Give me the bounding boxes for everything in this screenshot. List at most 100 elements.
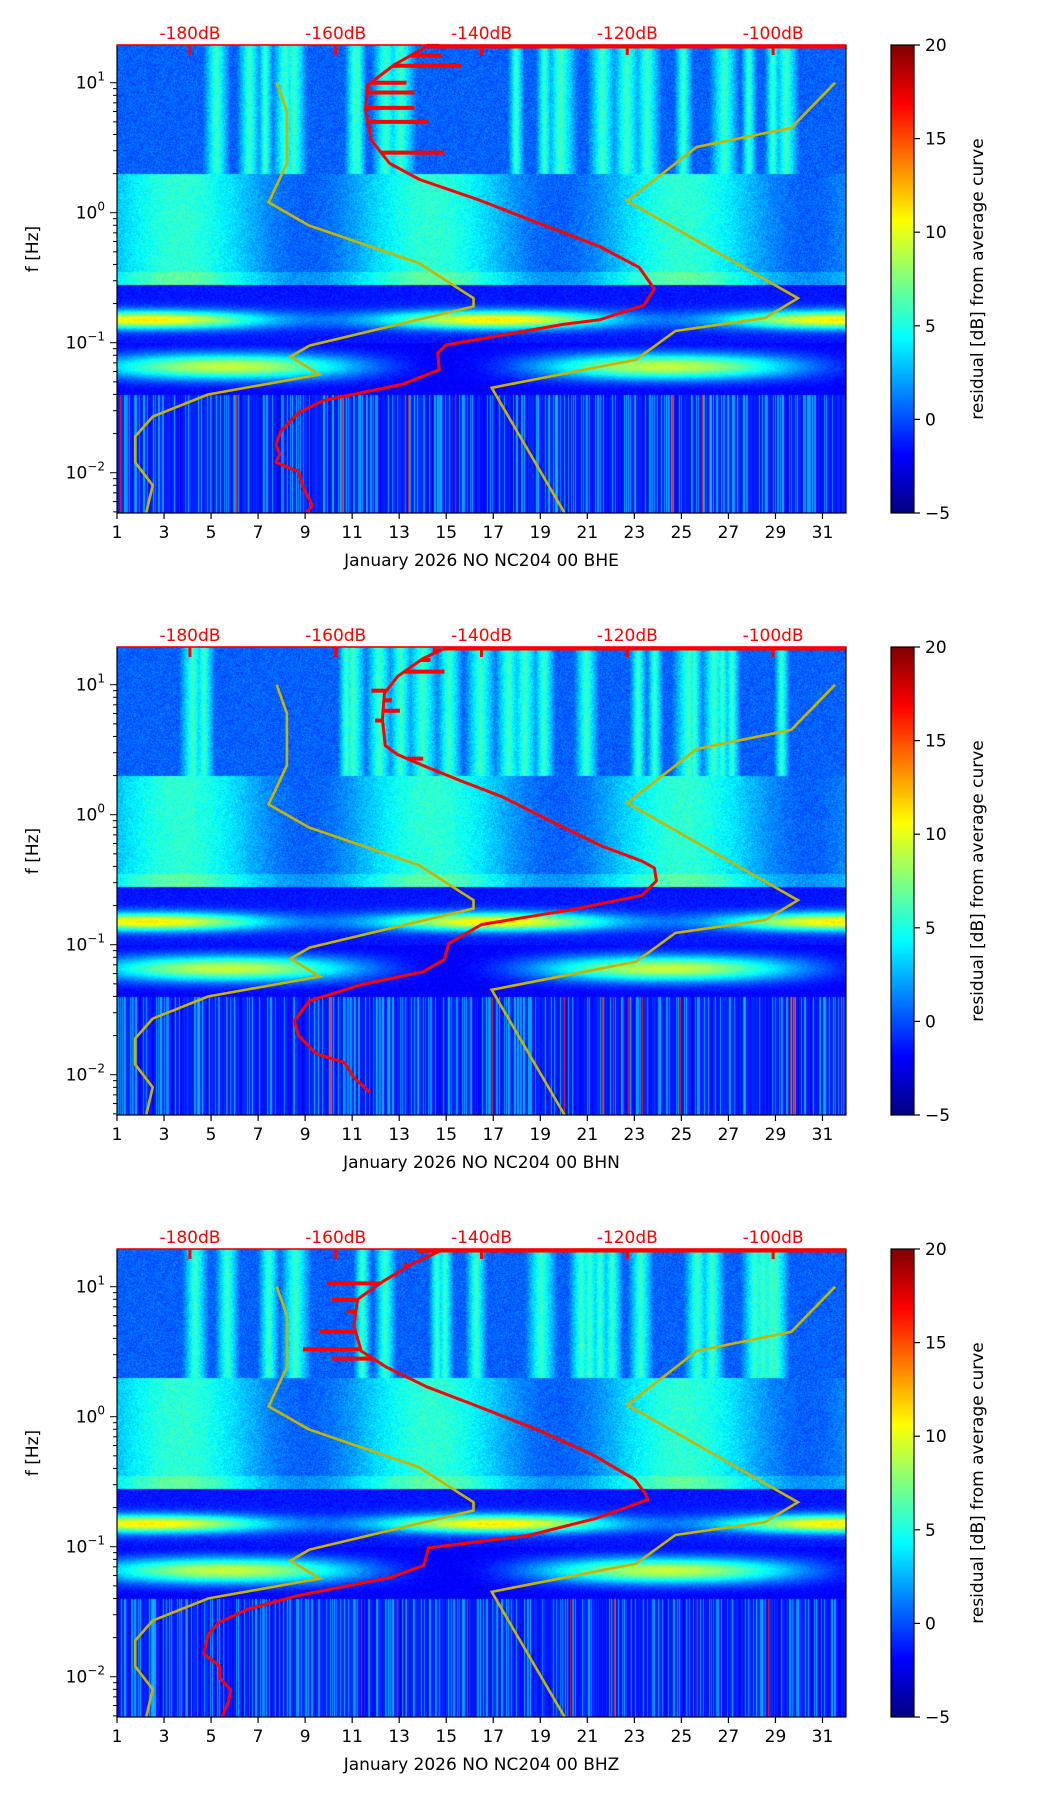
y-tick-label: 101 (76, 672, 105, 696)
x-tick-label: 23 (624, 1125, 646, 1145)
colorbar-frame (890, 646, 915, 1116)
spectrogram-heatmap (117, 45, 846, 513)
colorbar-tick-label: 0 (925, 410, 936, 430)
colorbar-label: residual [dB] from average curve (968, 1342, 988, 1623)
x-tick-label: 19 (529, 1727, 551, 1747)
median-psd-curve (202, 1249, 650, 1717)
colorbar-tick-label: 0 (925, 1012, 936, 1032)
x-tick-label: 21 (577, 1727, 599, 1747)
x-tick-label: 19 (529, 523, 551, 543)
panel-bhe: -180dB -160dB -140dB -120dB -100dB 1 3 5 7 9 11 13 1… (0, 0, 1052, 600)
db-tick-label: -160dB (305, 24, 366, 44)
x-tick-label: 15 (435, 1727, 457, 1747)
colorbar-tick-label: 15 (925, 1334, 947, 1354)
x-tick-label: 13 (388, 1125, 410, 1145)
db-tick-label: -140dB (451, 1228, 512, 1248)
x-tick-label: 15 (435, 523, 457, 543)
db-tick-label: -180dB (159, 24, 220, 44)
colorbar-frame (890, 44, 915, 514)
panel-bhn: -180dB -160dB -140dB -120dB -100dB 1 3 5 7 9 11 13 1… (0, 0, 1052, 1173)
colorbar-tick-label: 10 (925, 1427, 947, 1447)
x-tick-label: 29 (765, 523, 787, 543)
x-tick-label: 11 (341, 1125, 363, 1145)
x-tick-label: 29 (765, 1125, 787, 1145)
x-tick-label: 25 (671, 523, 693, 543)
plot-frame (116, 1248, 847, 1718)
colorbar (891, 647, 914, 1115)
x-axis-label: January 2026 NO NC204 00 BHZ (343, 1755, 620, 1775)
x-tick-label: 9 (300, 1727, 311, 1747)
db-tick-label: -100dB (743, 626, 804, 646)
x-tick-label: 13 (388, 1727, 410, 1747)
y-tick-label: 100 (76, 802, 105, 826)
y-tick-label: 10−2 (66, 1062, 105, 1086)
nhnm-curve (489, 81, 837, 513)
y-tick-label: 101 (76, 70, 105, 94)
colorbar-tick-label: 10 (925, 825, 947, 845)
x-tick-label: 23 (624, 523, 646, 543)
x-tick-label: 17 (482, 1125, 504, 1145)
x-tick-label: 13 (388, 523, 410, 543)
colorbar-tick-label: −5 (925, 1708, 950, 1728)
x-tick-label: 23 (624, 1727, 646, 1747)
x-tick-label: 9 (300, 1125, 311, 1145)
x-tick-label: 17 (482, 1727, 504, 1747)
y-axis-label: f [Hz] (23, 1430, 43, 1476)
x-tick-label: 1 (112, 1125, 123, 1145)
spectrogram-heatmap (117, 647, 846, 1115)
y-tick-label: 10−1 (66, 1534, 105, 1558)
x-tick-label: 25 (671, 1727, 693, 1747)
colorbar-tick-label: 5 (925, 317, 936, 337)
median-psd-curve (292, 647, 658, 1094)
nlnm-curve (133, 684, 475, 1115)
x-tick-label: 21 (577, 523, 599, 543)
colorbar-tick-label: −5 (925, 1106, 950, 1126)
y-tick-label: 101 (76, 1274, 105, 1298)
colorbar-tick-label: 20 (925, 638, 947, 658)
x-tick-label: 7 (253, 1727, 264, 1747)
x-tick-label: 3 (159, 1125, 170, 1145)
x-tick-label: 5 (206, 1125, 217, 1145)
x-tick-label: 29 (765, 1727, 787, 1747)
colorbar-tick-label: 20 (925, 1240, 947, 1260)
x-tick-label: 27 (718, 1125, 740, 1145)
db-tick-label: -160dB (305, 1228, 366, 1248)
colorbar-label: residual [dB] from average curve (968, 740, 988, 1021)
colorbar-tick-label: 15 (925, 130, 947, 150)
db-tick-label: -180dB (159, 626, 220, 646)
x-tick-label: 1 (112, 1727, 123, 1747)
colorbar-frame (890, 1248, 915, 1718)
x-tick-label: 11 (341, 1727, 363, 1747)
x-tick-label: 1 (112, 523, 123, 543)
db-tick-label: -100dB (743, 24, 804, 44)
x-tick-label: 3 (159, 1727, 170, 1747)
x-tick-label: 31 (812, 1727, 834, 1747)
x-axis-label: January 2026 NO NC204 00 BHN (342, 1153, 620, 1173)
colorbar (891, 45, 914, 513)
x-tick-label: 31 (812, 523, 834, 543)
x-tick-label: 17 (482, 523, 504, 543)
colorbar-tick-label: 5 (925, 919, 936, 939)
nlnm-curve (133, 82, 475, 513)
db-tick-label: -120dB (597, 626, 658, 646)
y-axis-label: f [Hz] (23, 828, 43, 874)
x-tick-label: 5 (206, 1727, 217, 1747)
x-tick-label: 7 (253, 1125, 264, 1145)
y-tick-label: 10−1 (66, 932, 105, 956)
colorbar-tick-label: 0 (925, 1614, 936, 1634)
x-tick-label: 11 (341, 523, 363, 543)
x-tick-label: 5 (206, 523, 217, 543)
nhnm-curve (489, 1285, 837, 1717)
x-tick-label: 21 (577, 1125, 599, 1145)
x-tick-label: 27 (718, 523, 740, 543)
x-tick-label: 7 (253, 523, 264, 543)
db-tick-label: -120dB (597, 24, 658, 44)
x-axis-label: January 2026 NO NC204 00 BHE (343, 551, 619, 571)
spectrogram-heatmap (117, 1249, 846, 1717)
x-tick-label: 27 (718, 1727, 740, 1747)
y-axis-label: f [Hz] (23, 226, 43, 272)
x-tick-label: 9 (300, 523, 311, 543)
